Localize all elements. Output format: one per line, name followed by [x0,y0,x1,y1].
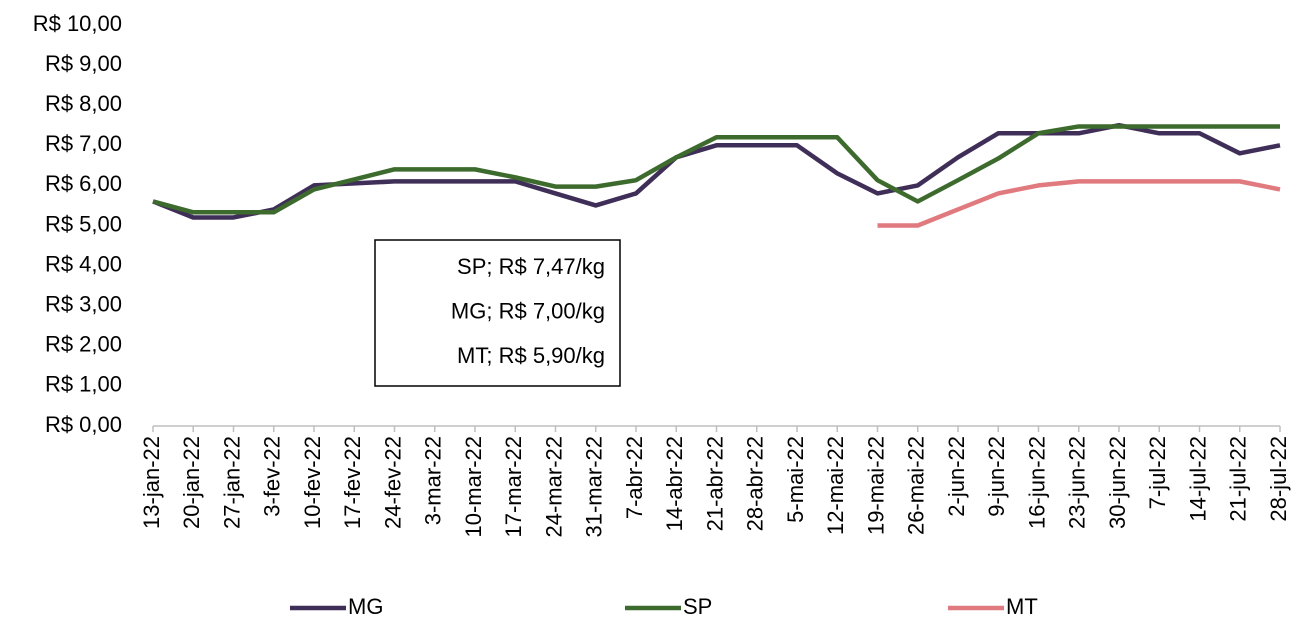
annotation: SP; R$ 7,47/kg [457,254,605,279]
x-tick-label: 3-mar-22 [421,436,446,525]
annotation: MT; R$ 5,90/kg [457,343,605,368]
x-tick-label: 13-jan-22 [139,436,164,529]
x-tick-label: 30-jun-22 [1105,436,1130,529]
x-tick-label: 28-abr-22 [743,436,768,531]
x-tick-label: 24-mar-22 [541,436,566,537]
x-tick-label: 2-jun-22 [944,436,969,517]
x-tick-label: 7-jul-22 [1145,436,1170,509]
x-tick-label: 9-jun-22 [984,436,1009,517]
legend-label: MT [1006,594,1038,618]
y-tick-label: R$ 2,00 [45,332,122,357]
x-tick-label: 31-mar-22 [582,436,607,537]
series-line [152,124,1280,215]
x-tick-label: 28-jul-22 [1266,436,1291,522]
x-tick-label: 17-fev-22 [340,436,365,529]
x-tick-label: 5-mai-22 [783,436,808,523]
x-tick-label: 20-jan-22 [179,436,204,529]
y-tick-label: R$ 3,00 [45,292,122,317]
y-tick-label: R$ 7,00 [45,131,122,156]
series-line [877,179,1281,228]
x-tick-label: 23-jun-22 [1065,436,1090,529]
x-tick-label: 21-abr-22 [702,436,727,531]
x-tick-label: 12-mai-22 [823,436,848,535]
x-tick-label: 10-fev-22 [300,436,325,529]
x-tick-label: 27-jan-22 [219,436,244,529]
y-tick-label: R$ 0,00 [45,412,122,437]
x-tick-label: 16-jun-22 [1024,436,1049,529]
x-tick-label: 7-abr-22 [622,436,647,519]
x-tick-label: 17-mar-22 [501,436,526,537]
y-tick-label: R$ 5,00 [45,211,122,236]
x-tick-label: 21-jul-22 [1226,436,1251,522]
x-tick-label: 14-jul-22 [1185,436,1210,522]
y-tick-label: R$ 6,00 [45,171,122,196]
y-tick-label: R$ 8,00 [45,91,122,116]
legend-label: SP [683,594,712,618]
x-tick-label: 26-mai-22 [904,436,929,535]
y-tick-label: R$ 4,00 [45,251,122,276]
x-tick-label: 3-fev-22 [260,436,285,517]
annotation: MG; R$ 7,00/kg [451,298,605,323]
y-tick-label: R$ 1,00 [45,372,122,397]
x-tick-label: 19-mai-22 [863,436,888,535]
legend-label: MG [348,594,383,618]
x-tick-label: 14-abr-22 [662,436,687,531]
y-tick-label: R$ 10,00 [33,11,122,36]
annotation-box [374,239,621,387]
x-tick-label: 24-fev-22 [380,436,405,529]
x-tick-label: 10-mar-22 [461,436,486,537]
y-tick-label: R$ 9,00 [45,51,122,76]
